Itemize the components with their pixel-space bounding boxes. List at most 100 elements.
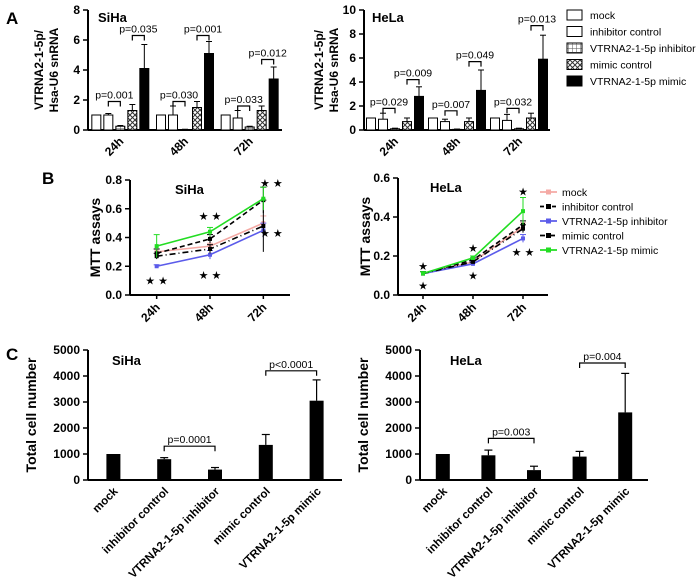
significance-bracket-label: p<0.0001 (269, 359, 313, 371)
chart-title: HeLa (450, 353, 483, 368)
data-point (154, 244, 159, 249)
legend-label: VTRNA2-1-5p inhibitor (562, 216, 668, 228)
significance-bracket-label: p=0.049 (456, 50, 494, 62)
x-tick-label: 72h (245, 300, 270, 325)
y-tick-label: 4 (349, 75, 356, 89)
significance-bracket-label: p=0.012 (249, 48, 287, 60)
significance-stars: ★ (418, 261, 428, 273)
data-point (471, 255, 475, 260)
significance-bracket-line (107, 100, 121, 107)
bar (258, 444, 273, 480)
legend-swatch (566, 26, 583, 37)
significance-bracket-label: p=0.009 (394, 68, 432, 80)
bar (106, 454, 121, 480)
legend-swatch (566, 9, 583, 21)
significance-stars: ★ ★ (260, 178, 283, 190)
significance-bracket-label: p=0.013 (518, 14, 556, 26)
y-tick-label: 1000 (385, 447, 412, 461)
significance-stars: ★ ★ (512, 247, 535, 259)
bar (256, 110, 267, 131)
y-tick-label: 0.2 (373, 249, 390, 263)
significance-bracket-line (530, 25, 544, 31)
x-tick-label: mock (91, 485, 121, 515)
significance-stars: ★ ★ (199, 270, 222, 282)
panel-label-c: C (6, 345, 18, 364)
bar (435, 454, 450, 480)
y-tick-label: 8 (349, 27, 356, 41)
y-tick-label: 2000 (385, 421, 412, 435)
bar (464, 121, 474, 131)
legend-a: mock inhibitor control VTRNA2-1-5p inhibit… (566, 9, 696, 88)
data-point (154, 264, 159, 269)
y-tick-label: 6 (349, 51, 356, 65)
significance-bracket-label: p=0.029 (370, 96, 408, 108)
legend-marker (546, 189, 551, 195)
y-tick-label: 8 (73, 3, 80, 17)
legend-label: inhibitor control (562, 202, 633, 214)
bar (309, 400, 324, 480)
y-tick-label: 0.4 (105, 231, 122, 245)
significance-bracket-line (444, 110, 458, 116)
bar (192, 107, 202, 131)
significance-stars: ★ (418, 280, 428, 292)
x-tick-label: 48h (439, 134, 464, 159)
chart-title: SiHa (175, 182, 205, 197)
significance-bracket-line (196, 34, 210, 41)
bar (572, 456, 587, 480)
significance-bracket-line (579, 362, 626, 368)
y-tick-label: 2 (73, 93, 80, 107)
legend-label: mock (562, 187, 588, 199)
y-axis-label: Total cell number (355, 357, 371, 472)
chart-c-siha: 0 1000 2000 3000 4000 5000 Total cell number Si… (23, 343, 342, 578)
bar (502, 119, 512, 131)
legend-swatch (566, 75, 583, 87)
significance-stars: ★ ★ (145, 276, 168, 288)
data-point (208, 252, 212, 257)
significance-bracket-line (406, 79, 420, 85)
significance-bracket-label: p=0.004 (583, 351, 621, 363)
chart-title: HeLa (372, 10, 405, 25)
legend-swatch (566, 59, 583, 70)
y-tick-label: 0 (73, 473, 80, 487)
data-point (208, 229, 212, 234)
legend-label: VTRNA2-1-5p mimic (590, 76, 686, 88)
bar (378, 118, 388, 131)
y-tick-label: 6 (73, 33, 80, 47)
panel-label-b: B (42, 169, 54, 188)
y-axis-label: MTT assays (357, 197, 373, 277)
bar (244, 126, 255, 131)
bar (232, 117, 243, 131)
bar (115, 125, 126, 131)
y-axis-label: MTT assays (87, 198, 103, 278)
x-tick-label: 72h (231, 134, 256, 159)
x-tick-label: 24h (405, 300, 430, 325)
y-axis-label: VTRNA2-1-5p/ (32, 29, 46, 110)
x-tick-label: mock (420, 485, 450, 515)
legend-label: VTRNA2-1-5p inhibitor (590, 43, 696, 55)
legend-label: mimic control (562, 231, 624, 243)
y-tick-label: 0 (405, 473, 412, 487)
legend-marker (546, 247, 551, 253)
x-tick-label: 72h (505, 300, 530, 325)
chart-a-hela: 0 2 4 6 8 10 VTRNA2-1-5p/Hsa-U6 snRNA HeLa 24h 48… (312, 3, 556, 159)
legend-marker (546, 204, 551, 209)
x-tick-label: 48h (455, 300, 480, 325)
y-tick-label: 0.0 (373, 288, 390, 302)
bar (91, 114, 102, 131)
bar (618, 412, 633, 480)
legend-label: VTRNA2-1-5p mimic (562, 245, 658, 257)
significance-bracket-line (163, 445, 216, 452)
data-point (208, 236, 212, 241)
legend-marker (546, 233, 551, 238)
significance-bracket-line (261, 58, 275, 65)
x-tick-label: 48h (192, 300, 217, 325)
bar (428, 117, 438, 131)
y-tick-label: 5000 (53, 343, 80, 357)
chart-title: SiHa (112, 353, 142, 368)
legend-label: inhibitor control (590, 27, 661, 39)
y-tick-label: 2000 (53, 421, 80, 435)
y-tick-label: 1000 (53, 447, 80, 461)
series-line (156, 199, 264, 255)
significance-bracket-line (506, 107, 520, 114)
